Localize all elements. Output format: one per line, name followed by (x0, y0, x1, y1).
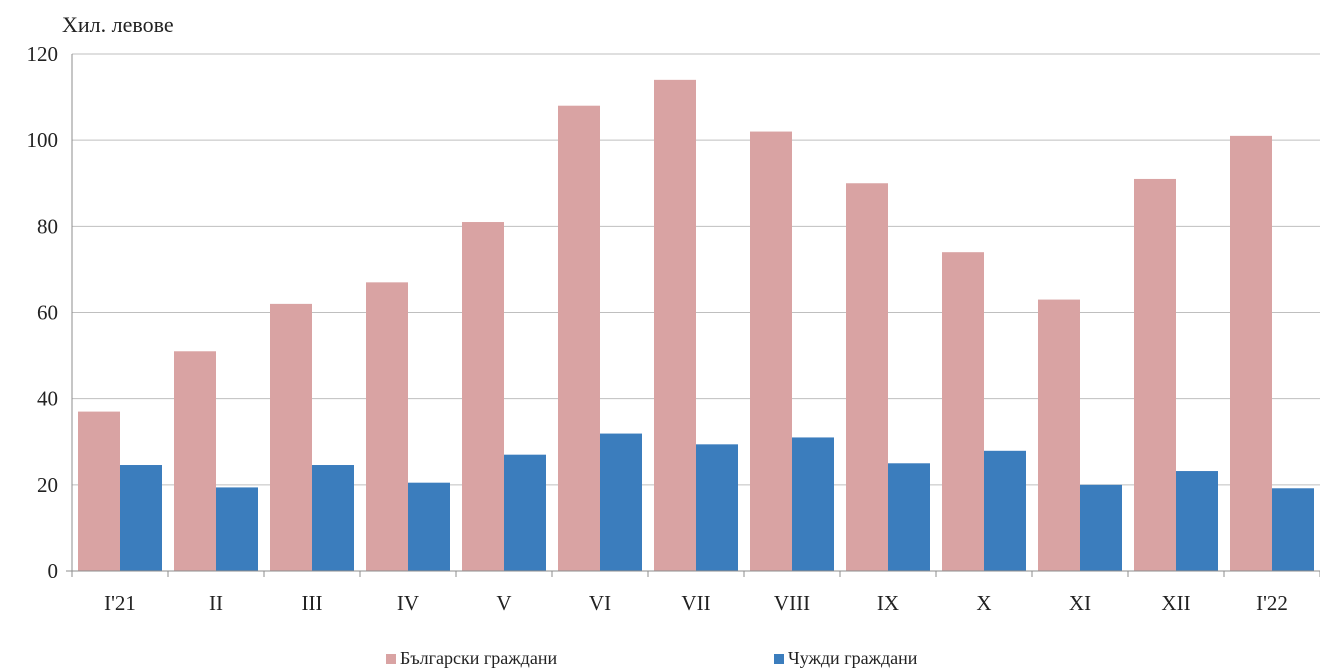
x-tick-label: III (302, 591, 323, 615)
bar-bulgarian-citizens (78, 411, 120, 571)
bar-foreign-citizens (696, 444, 738, 571)
bar-bulgarian-citizens (846, 183, 888, 571)
bar-foreign-citizens (1176, 471, 1218, 571)
y-tick-label: 100 (27, 128, 59, 152)
bar-bulgarian-citizens (1230, 135, 1272, 571)
x-tick-label: X (976, 591, 991, 615)
y-tick-label: 80 (37, 214, 58, 238)
bar-foreign-citizens (600, 433, 642, 571)
bar-foreign-citizens (1272, 488, 1314, 571)
x-tick-label: V (496, 591, 511, 615)
bar-bulgarian-citizens (654, 79, 696, 571)
x-tick-label: IX (877, 591, 899, 615)
bar-bulgarian-citizens (558, 105, 600, 571)
axes (66, 54, 1320, 577)
bars (78, 79, 1314, 572)
x-tick-label: VIII (774, 591, 810, 615)
bar-bulgarian-citizens (462, 222, 504, 571)
x-tick-label: XI (1069, 591, 1091, 615)
bar-bulgarian-citizens (750, 131, 792, 572)
x-tick-label: II (209, 591, 223, 615)
bar-foreign-citizens (312, 465, 354, 571)
bar-foreign-citizens (216, 487, 258, 571)
legend-label-bulgarian: Български граждани (400, 648, 558, 668)
y-tick-label: 0 (48, 559, 59, 583)
bar-bulgarian-citizens (366, 282, 408, 571)
x-tick-label: VI (589, 591, 611, 615)
x-tick-label: I'21 (104, 591, 136, 615)
bar-bulgarian-citizens (174, 351, 216, 571)
bar-foreign-citizens (504, 454, 546, 571)
bar-bulgarian-citizens (942, 252, 984, 571)
bar-bulgarian-citizens (270, 303, 312, 571)
legend: Български граждани Чужди граждани (0, 648, 1320, 670)
legend-label-foreign: Чужди граждани (788, 648, 918, 668)
bar-foreign-citizens (792, 437, 834, 571)
x-tick-label: XII (1161, 591, 1190, 615)
x-tick-label: I'22 (1256, 591, 1288, 615)
legend-item-foreign: Чужди граждани (774, 648, 917, 669)
y-tick-label: 60 (37, 301, 58, 325)
y-axis-unit-label: Хил. левове (62, 12, 174, 37)
y-tick-label: 120 (27, 42, 59, 66)
bar-foreign-citizens (120, 465, 162, 571)
y-tick-label: 20 (37, 473, 58, 497)
x-tick-label: IV (397, 591, 419, 615)
bar-foreign-citizens (408, 482, 450, 571)
legend-item-bulgarian: Български граждани (386, 648, 557, 669)
bar-foreign-citizens (984, 450, 1026, 571)
y-tick-labels: 0 20 40 60 80 100 120 (27, 42, 59, 583)
bar-bulgarian-citizens (1038, 299, 1080, 571)
legend-swatch-foreign (774, 653, 784, 664)
bar-foreign-citizens (1080, 484, 1122, 571)
x-tick-label: VII (681, 591, 710, 615)
y-tick-label: 40 (37, 387, 58, 411)
bar-bulgarian-citizens (1134, 178, 1176, 572)
bar-foreign-citizens (888, 463, 930, 571)
legend-swatch-bulgarian (386, 653, 396, 664)
x-tick-labels: I'21 II III IV V VI VII VIII IX X XI XII I'22 (104, 591, 1288, 615)
